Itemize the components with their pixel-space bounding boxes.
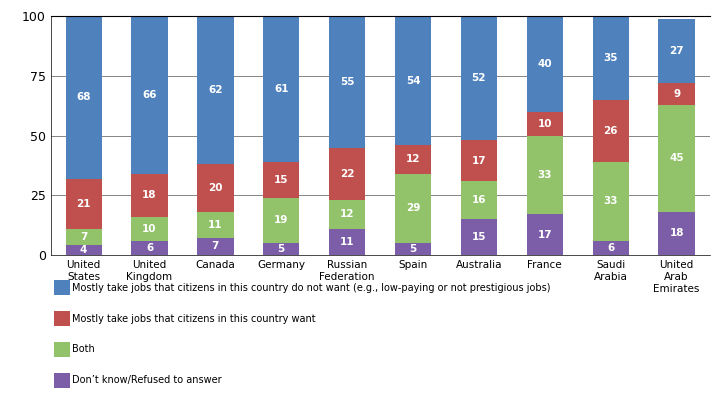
Text: Both: Both (72, 344, 95, 354)
Bar (460, 16, 497, 141)
Text: 26: 26 (603, 126, 618, 136)
Text: 15: 15 (274, 175, 289, 185)
Bar (592, 162, 629, 240)
Bar (658, 105, 695, 212)
Bar (460, 181, 497, 219)
Bar (460, 219, 497, 255)
Text: 66: 66 (142, 90, 157, 100)
Text: 19: 19 (274, 215, 288, 225)
Text: 4: 4 (80, 245, 88, 255)
Bar (65, 245, 102, 255)
Text: 68: 68 (76, 92, 91, 102)
Text: 61: 61 (274, 84, 289, 94)
Text: 7: 7 (80, 232, 88, 242)
Bar (395, 243, 432, 255)
Bar (658, 212, 695, 255)
Bar (263, 16, 300, 162)
Bar (65, 16, 102, 178)
Text: 7: 7 (211, 242, 219, 252)
Text: 11: 11 (340, 237, 355, 247)
Text: 5: 5 (409, 244, 417, 254)
Bar (197, 164, 234, 212)
Text: 45: 45 (669, 153, 684, 163)
Text: 17: 17 (471, 156, 487, 166)
Bar (263, 243, 300, 255)
Text: 55: 55 (340, 77, 355, 87)
Text: 6: 6 (607, 242, 615, 253)
Bar (263, 162, 300, 198)
Text: 10: 10 (537, 119, 552, 129)
Bar (658, 19, 695, 83)
Text: 12: 12 (405, 155, 421, 164)
Text: 62: 62 (208, 85, 223, 95)
Bar (329, 200, 366, 229)
Bar (395, 174, 432, 243)
Bar (329, 229, 366, 255)
Text: 40: 40 (537, 59, 552, 69)
Bar (263, 198, 300, 243)
Bar (395, 145, 432, 174)
Bar (131, 240, 168, 255)
Bar (526, 136, 563, 214)
Bar (329, 148, 366, 200)
Text: 10: 10 (142, 224, 157, 233)
Bar (526, 214, 563, 255)
Text: Don’t know/Refused to answer: Don’t know/Refused to answer (72, 375, 222, 385)
Text: 12: 12 (340, 209, 355, 219)
Text: 52: 52 (471, 74, 487, 83)
Bar (395, 16, 432, 145)
Text: 33: 33 (603, 196, 618, 206)
Bar (197, 238, 234, 255)
Text: 20: 20 (208, 183, 223, 193)
Text: 6: 6 (146, 242, 153, 253)
Text: 9: 9 (673, 89, 680, 99)
Bar (592, 100, 629, 162)
Text: 22: 22 (340, 169, 355, 179)
Text: 21: 21 (76, 199, 91, 208)
Bar (658, 83, 695, 105)
Bar (197, 212, 234, 238)
Bar (592, 16, 629, 100)
Text: 5: 5 (277, 244, 285, 254)
Text: 54: 54 (405, 76, 421, 86)
Text: Mostly take jobs that citizens in this country do not want (e.g., low-paying or : Mostly take jobs that citizens in this c… (72, 283, 551, 293)
Bar (197, 16, 234, 164)
Text: 16: 16 (471, 195, 487, 205)
Bar (131, 16, 168, 174)
Text: 17: 17 (537, 230, 552, 240)
Text: 35: 35 (603, 53, 618, 63)
Bar (329, 16, 366, 148)
Bar (65, 178, 102, 229)
Bar (131, 174, 168, 217)
Text: 27: 27 (669, 46, 684, 56)
Bar (526, 112, 563, 136)
Bar (526, 16, 563, 112)
Bar (592, 240, 629, 255)
Bar (460, 141, 497, 181)
Bar (131, 217, 168, 240)
Text: 11: 11 (208, 220, 223, 230)
Text: 18: 18 (669, 229, 684, 238)
Text: 18: 18 (142, 190, 157, 200)
Text: 15: 15 (471, 232, 487, 242)
Bar (65, 229, 102, 245)
Text: Mostly take jobs that citizens in this country want: Mostly take jobs that citizens in this c… (72, 314, 316, 323)
Text: 29: 29 (406, 203, 420, 213)
Text: 33: 33 (537, 170, 552, 180)
